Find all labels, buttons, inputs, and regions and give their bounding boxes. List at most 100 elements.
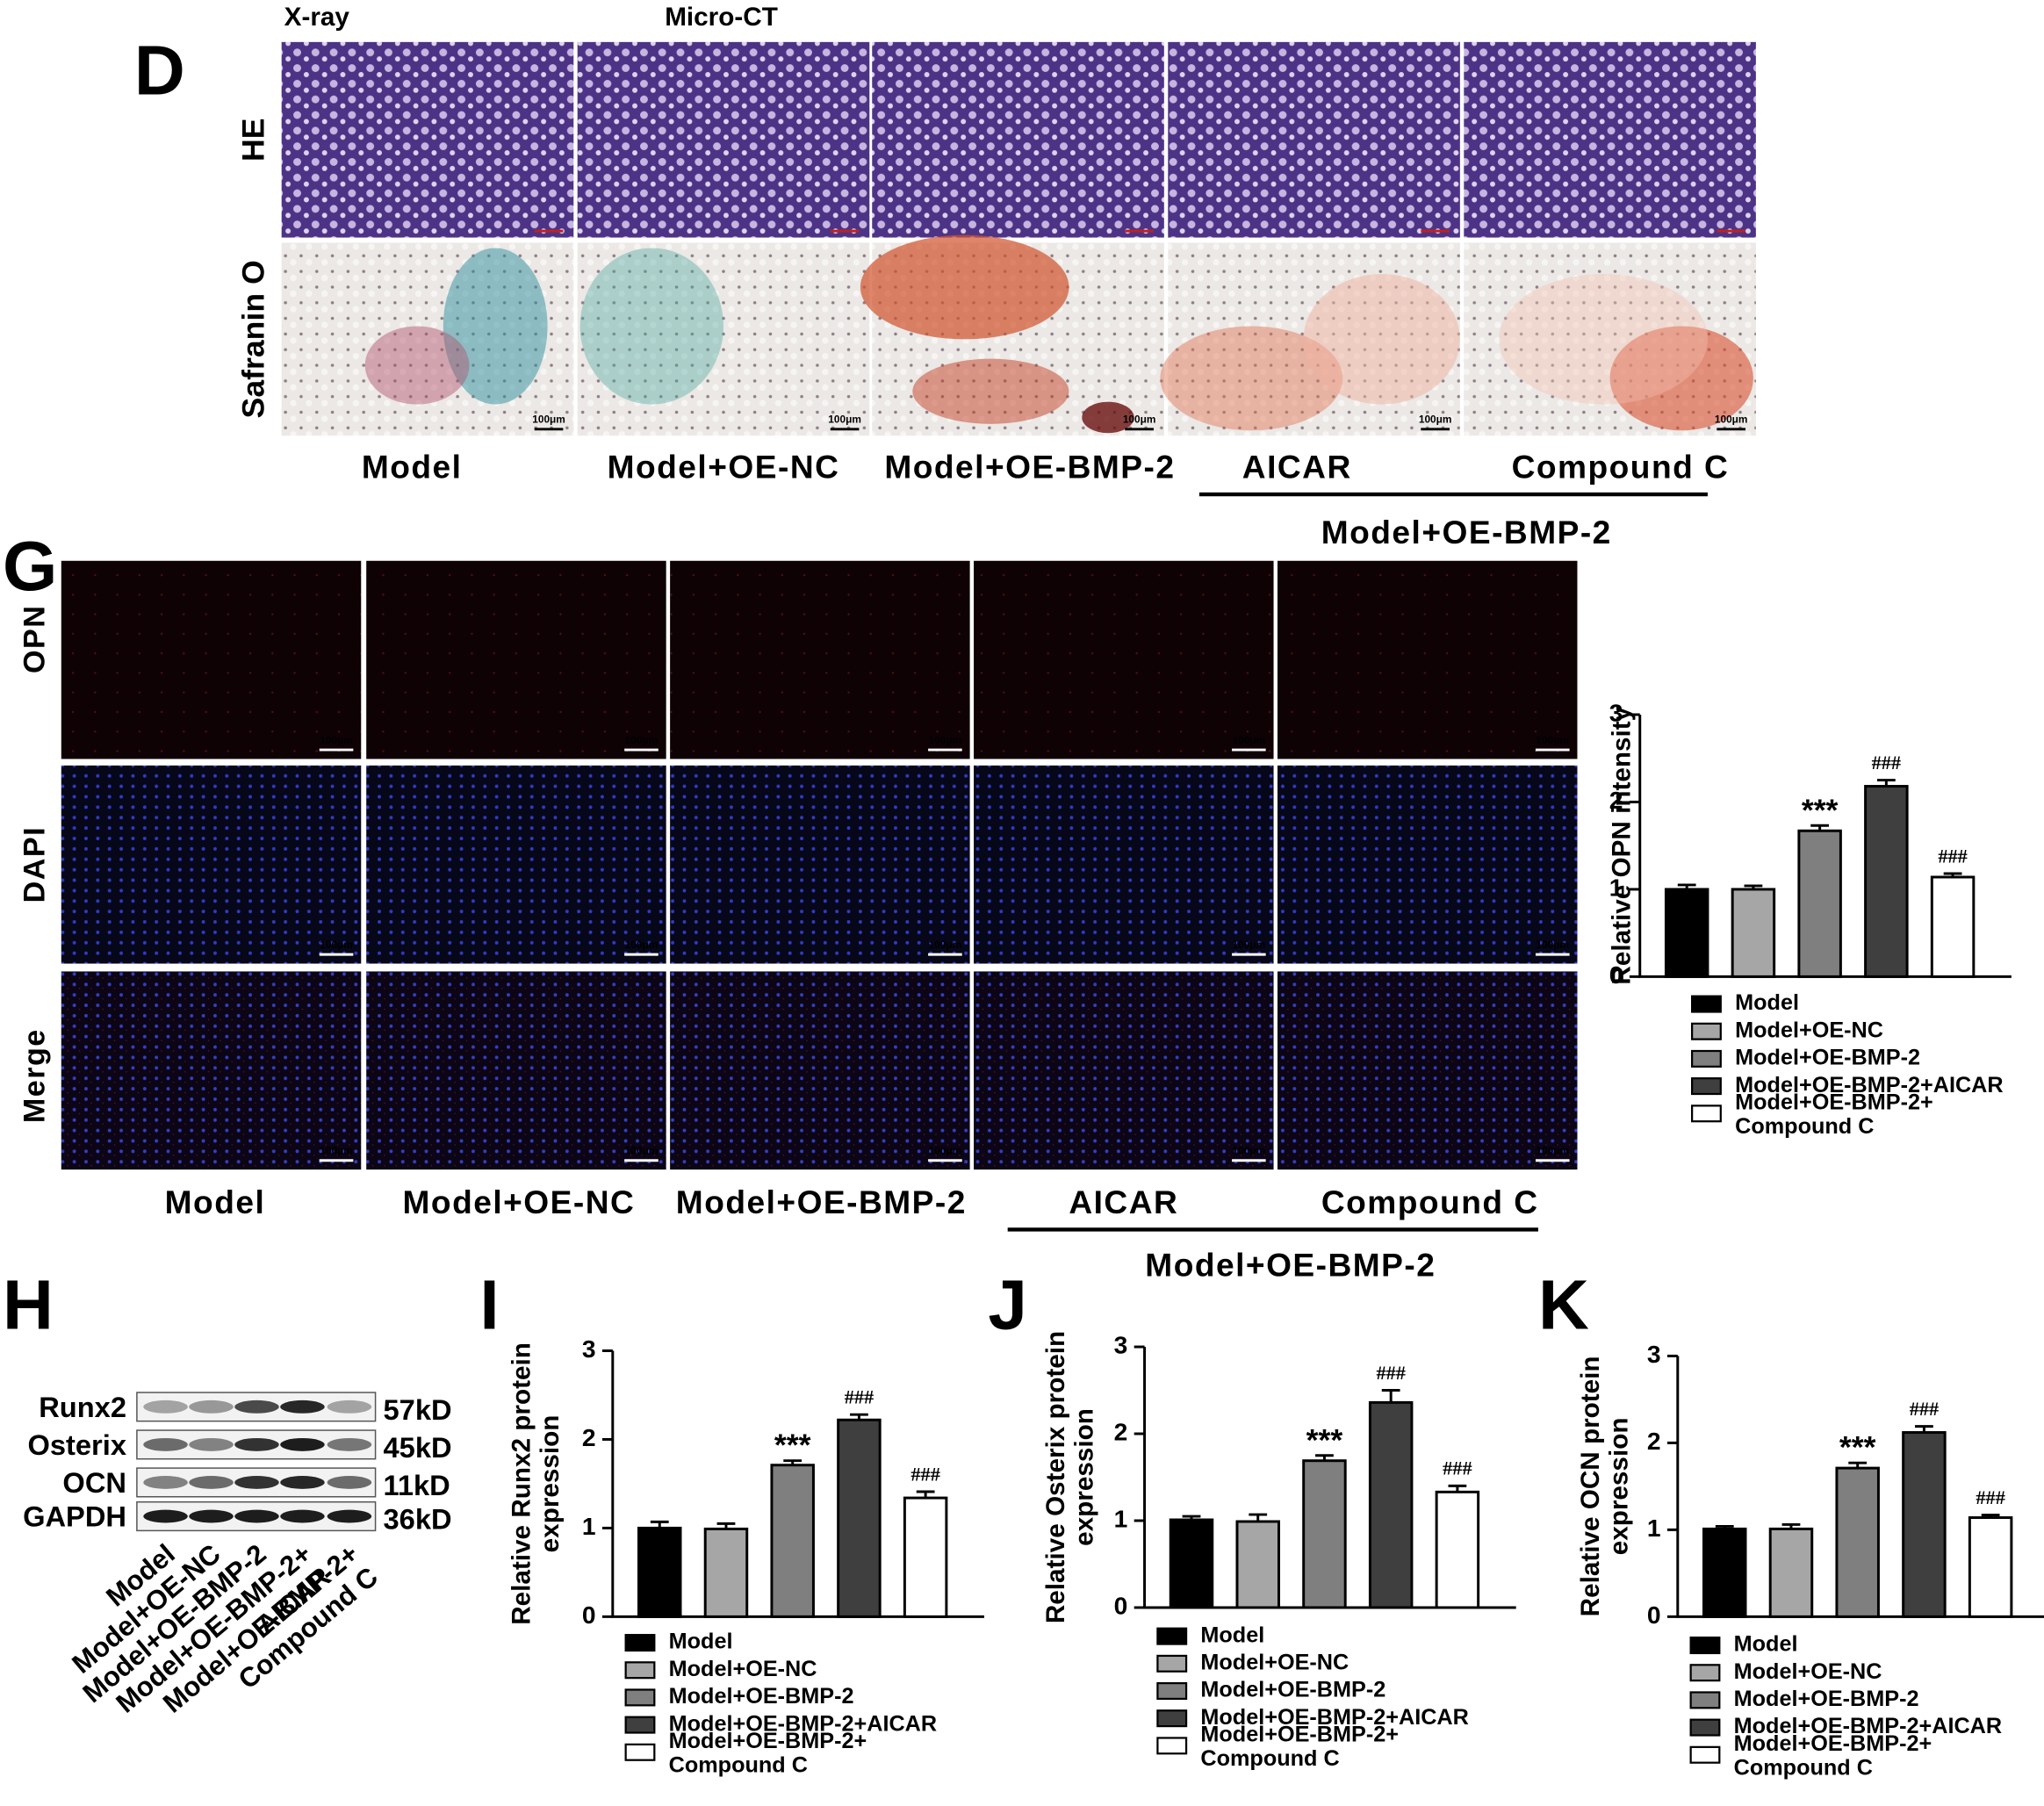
legend-label: Model <box>1200 1623 1264 1647</box>
merge-image <box>1278 971 1578 1170</box>
legend-swatch <box>1689 1718 1721 1737</box>
y-tick-label: 2 <box>1114 1417 1128 1445</box>
legend-label: Model <box>1734 1632 1798 1657</box>
significance-label: *** <box>1802 793 1839 828</box>
scale-bar-label: 100μm <box>532 414 565 426</box>
bar <box>903 1496 948 1618</box>
blot-band <box>189 1509 234 1523</box>
bar <box>1797 829 1842 978</box>
row-label: DAPI <box>18 826 52 903</box>
panel-label: D <box>134 31 185 110</box>
error-bar <box>650 1520 669 1529</box>
legend-label: Model+OE-BMP-2+ Compound C <box>669 1729 867 1778</box>
opn-image <box>670 560 970 759</box>
legend-label: Model+OE-BMP-2 <box>669 1684 854 1709</box>
opn-image <box>1278 560 1578 759</box>
legend-swatch <box>1689 1664 1721 1682</box>
significance-label: ### <box>1910 1398 1939 1420</box>
legend-label: Model+OE-NC <box>1200 1650 1349 1674</box>
stain-region <box>1082 401 1134 434</box>
header: Micro-CT <box>665 3 778 32</box>
error-bar <box>1781 1522 1801 1529</box>
error-bar <box>1810 824 1830 831</box>
stain-region <box>579 248 724 405</box>
error-bar <box>1981 1514 2000 1518</box>
stain-region <box>860 234 1069 340</box>
size-label: 45kD <box>384 1431 452 1464</box>
protein-label: Runx2 <box>39 1391 126 1423</box>
error-bar <box>1249 1513 1268 1522</box>
bar <box>1702 1527 1747 1618</box>
legend-swatch <box>1156 1709 1188 1728</box>
legend-label: Model+OE-BMP-2 <box>1734 1687 1919 1711</box>
y-tick-label: 2 <box>1609 786 1623 814</box>
blot-band <box>189 1399 234 1414</box>
dapi-image <box>670 765 970 964</box>
opn-image <box>61 560 362 759</box>
y-tick-label: 1 <box>1609 873 1623 901</box>
panel-label: K <box>1538 1265 1589 1344</box>
blot-band <box>143 1399 188 1414</box>
blot-band <box>234 1399 279 1414</box>
bar <box>1368 1400 1414 1609</box>
legend-label: Model+OE-NC <box>1734 1659 1882 1684</box>
stain-region <box>1303 274 1460 405</box>
bar <box>703 1527 749 1618</box>
legend-swatch <box>624 1661 656 1680</box>
legend-label: Model+OE-BMP-2+ Compound C <box>1735 1090 1933 1139</box>
legend-swatch <box>1689 1691 1721 1709</box>
blot-band <box>143 1509 188 1523</box>
legend-swatch <box>1691 1077 1722 1096</box>
panel-label: I <box>479 1265 499 1344</box>
legend-swatch <box>1691 1104 1722 1123</box>
bar <box>1664 888 1709 978</box>
significance-label: ### <box>845 1385 874 1407</box>
column-label: Compound C <box>1512 449 1730 486</box>
y-axis-label: Relative Runx2 proteinexpression <box>507 1342 565 1625</box>
legend-swatch <box>1691 1022 1722 1040</box>
error-bar <box>1876 779 1896 787</box>
bar <box>837 1418 882 1618</box>
merge-image <box>974 971 1274 1170</box>
legend-swatch <box>624 1688 656 1707</box>
error-bar <box>1943 872 1962 877</box>
scale-bar-label: 100μm <box>1536 939 1569 951</box>
opn-image <box>366 560 666 759</box>
he-image <box>1464 41 1756 238</box>
bar <box>1169 1518 1214 1609</box>
blot-band <box>234 1437 279 1451</box>
scale-bar-label: 100μm <box>1233 939 1266 951</box>
y-tick-label: 0 <box>582 1601 596 1629</box>
significance-label: *** <box>1839 1430 1876 1465</box>
bar <box>1768 1527 1814 1618</box>
legend-swatch <box>1156 1681 1188 1701</box>
he-image <box>577 41 870 238</box>
scale-bar-label: 100μm <box>1233 1144 1266 1156</box>
y-tick-label: 3 <box>1647 1340 1661 1368</box>
scale-bar-label: 100μm <box>320 734 353 746</box>
blot-band <box>189 1437 234 1451</box>
scale-bar-label: 100μm <box>1536 734 1569 746</box>
row-label: OPN <box>18 605 52 673</box>
legend-swatch <box>1156 1737 1188 1755</box>
blot-band <box>280 1476 325 1489</box>
he-image <box>281 41 574 238</box>
blot-band <box>280 1509 325 1523</box>
significance-label: ### <box>1376 1362 1405 1384</box>
scale-bar-label: 100μm <box>1419 414 1452 426</box>
scale-bar-label: 100μm <box>1233 734 1266 746</box>
scale-bar-label: 100μm <box>625 939 659 951</box>
panel-label: H <box>3 1265 54 1344</box>
stain-region <box>912 358 1069 424</box>
merge-image <box>670 971 970 1170</box>
dapi-image <box>366 765 666 964</box>
y-tick-label: 3 <box>1114 1330 1128 1358</box>
error-bar <box>1848 1461 1868 1469</box>
bar <box>770 1464 815 1618</box>
group-label: Model+OE-BMP-2 <box>1145 1246 1436 1283</box>
scale-bar-label: 100μm <box>929 734 962 746</box>
row-label: Safranin O <box>235 260 270 418</box>
scale-bar-label: 100μm <box>828 414 861 426</box>
panel-label: G <box>3 526 57 605</box>
legend-swatch <box>1689 1745 1721 1764</box>
